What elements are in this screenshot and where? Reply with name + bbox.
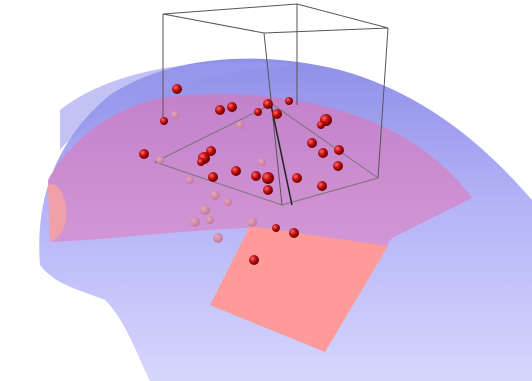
page <box>0 0 532 381</box>
render-scene <box>0 0 532 381</box>
